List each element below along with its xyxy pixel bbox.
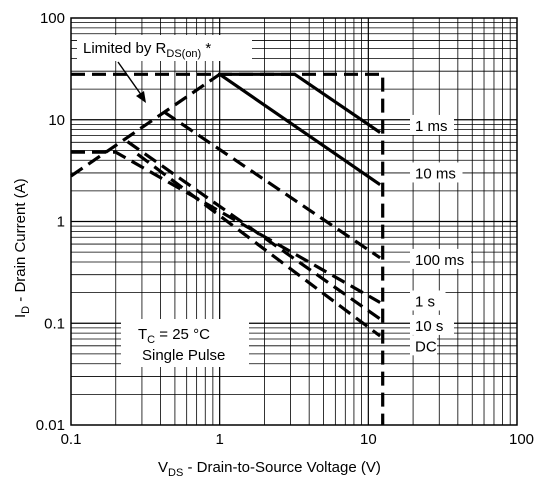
series-line	[136, 152, 382, 338]
y-tick-label: 100	[40, 10, 65, 27]
y-axis-title-main: I	[12, 314, 29, 318]
x-tick-label: 1	[215, 431, 223, 448]
conditions-line1-rest: = 25 °C	[155, 326, 210, 343]
conditions-line2: Single Pulse	[142, 347, 225, 364]
plot-frame	[70, 17, 518, 426]
conditions-line1: TC = 25 °C	[138, 326, 210, 346]
limited-annotation-box	[77, 35, 252, 61]
series-labels: 1 ms 10 ms 100 ms 1 s 10 s DC	[410, 114, 471, 356]
y-tick-label: 10	[48, 112, 65, 129]
annotation-arrow	[117, 61, 146, 103]
series-line	[218, 72, 382, 187]
limited-annotation: Limited by RDS(on) *	[83, 40, 211, 60]
series-label-bg	[410, 114, 454, 135]
x-axis-title-sub: DS	[168, 467, 183, 479]
x-axis-title: VDS - Drain-to-Source Voltage (V)	[158, 459, 381, 479]
limited-annotation-suffix: *	[201, 40, 211, 57]
x-axis-title-rest: - Drain-to-Source Voltage (V)	[183, 459, 381, 476]
series-label: 1 ms	[415, 118, 448, 135]
y-axis-title-sub: D	[20, 306, 32, 314]
x-tick-label: 100	[509, 431, 534, 448]
y-axis-title-rest: - Drain Current (A)	[12, 178, 29, 306]
series-label: 1 s	[415, 293, 435, 310]
series-line	[70, 72, 221, 178]
series-label-bg	[410, 314, 454, 335]
series-line	[71, 72, 385, 425]
conditions-line1-sub: C	[147, 334, 155, 346]
x-axis-title-main: V	[158, 459, 168, 476]
series-line	[126, 140, 382, 321]
series-line	[162, 110, 381, 260]
series-line	[219, 72, 382, 134]
y-tick-label: 1	[57, 214, 65, 231]
series-label: 100 ms	[415, 252, 464, 269]
series-label: 10 ms	[415, 165, 456, 182]
series-label-bg	[410, 290, 446, 311]
limited-annotation-sub: DS(on)	[166, 48, 201, 60]
conditions-line1-main: T	[138, 326, 147, 343]
y-tick-label: 0.1	[44, 315, 65, 332]
series-line	[71, 150, 381, 304]
y-tick-label: 0.01	[36, 417, 65, 434]
series-label: 10 s	[415, 318, 443, 335]
series-lines	[70, 72, 385, 425]
series-label-bg	[410, 248, 471, 269]
y-axis-title: ID - Drain Current (A)	[12, 178, 32, 318]
x-tick-label: 0.1	[61, 431, 82, 448]
series-label-bg	[410, 162, 463, 183]
x-tick-label: 10	[360, 431, 377, 448]
series-label-bg	[410, 335, 437, 356]
limited-annotation-prefix: Limited by R	[83, 40, 167, 57]
series-label: DC	[415, 338, 437, 355]
conditions-box	[121, 319, 249, 367]
